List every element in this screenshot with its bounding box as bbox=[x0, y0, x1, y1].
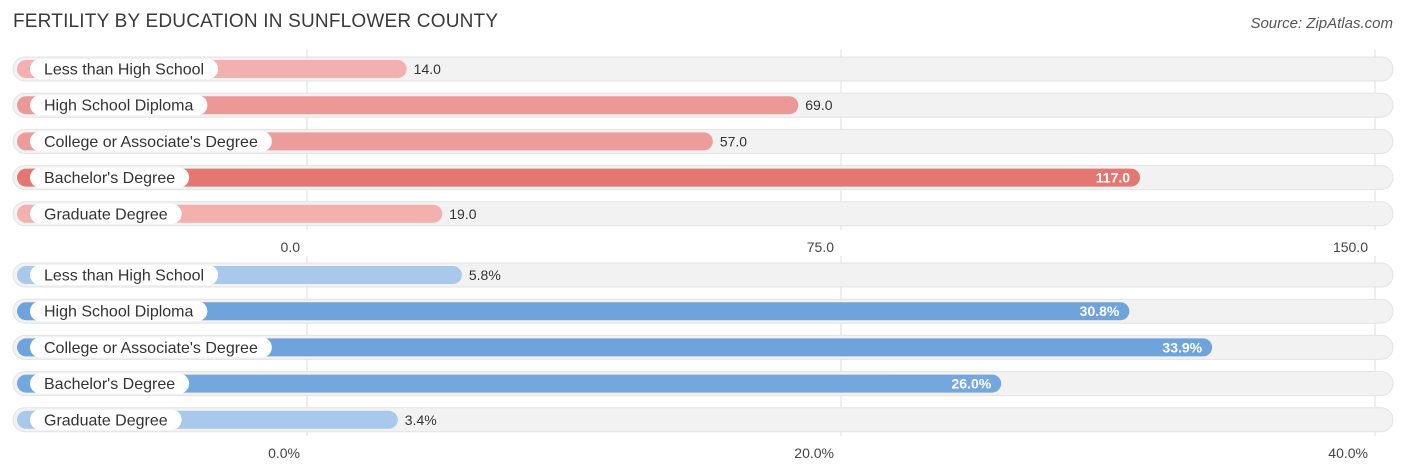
category-label: College or Associate's Degree bbox=[44, 340, 258, 357]
category-label: Less than High School bbox=[44, 268, 204, 285]
tick-label: 150.0 bbox=[1333, 239, 1368, 255]
bar-row-less-than-high-school: Less than High School 5.8% bbox=[12, 262, 1394, 288]
fertility-percent-chart-svg: Less than High School 5.8% High School Dip… bbox=[12, 256, 1394, 461]
bar bbox=[17, 96, 799, 115]
bar bbox=[17, 168, 1141, 187]
category-label: Graduate Degree bbox=[44, 206, 168, 223]
tick-label: 0.0% bbox=[268, 445, 300, 461]
value-label: 3.4% bbox=[405, 412, 437, 428]
category-label-pill bbox=[30, 265, 219, 285]
category-label-pill bbox=[30, 337, 272, 358]
category-label-pill bbox=[30, 131, 272, 152]
category-label: Bachelor's Degree bbox=[44, 376, 175, 393]
value-label: 26.0% bbox=[951, 376, 991, 392]
chart-title: FERTILITY BY EDUCATION IN SUNFLOWER COUN… bbox=[13, 11, 499, 32]
category-label-pill bbox=[30, 59, 219, 79]
value-label: 5.8% bbox=[469, 267, 501, 283]
fertility-percent-chart: Less than High School 5.8% High School Dip… bbox=[0, 256, 1406, 471]
category-label-pill bbox=[30, 409, 182, 430]
bar bbox=[17, 338, 1213, 357]
fertility-count-chart-svg: Less than High School 14.0 High School Dip… bbox=[12, 50, 1394, 255]
bar-row-bachelor-s-degree: Bachelor's Degree 26.0% bbox=[12, 371, 1394, 397]
bar-row-college-or-associate-s-degree: College or Associate's Degree 57.0 bbox=[12, 128, 1394, 154]
category-label-pill bbox=[30, 95, 208, 116]
bar-row-high-school-diploma: High School Diploma 69.0 bbox=[12, 92, 1394, 118]
value-label: 57.0 bbox=[720, 133, 747, 149]
category-label-pill bbox=[30, 373, 190, 394]
bar-row-graduate-degree: Graduate Degree 3.4% bbox=[12, 407, 1394, 433]
category-label: Bachelor's Degree bbox=[44, 170, 175, 187]
category-label: High School Diploma bbox=[44, 304, 194, 321]
category-label-pill bbox=[30, 167, 190, 188]
bar-row-college-or-associate-s-degree: College or Associate's Degree 33.9% bbox=[12, 334, 1394, 360]
tick-label: 40.0% bbox=[1328, 445, 1368, 461]
tick-label: 20.0% bbox=[794, 445, 834, 461]
source-label: Source: ZipAtlas.com bbox=[1250, 15, 1393, 32]
bar-row-high-school-diploma: High School Diploma 30.8% bbox=[12, 298, 1394, 324]
bar-row-less-than-high-school: Less than High School 14.0 bbox=[12, 56, 1394, 82]
category-label: High School Diploma bbox=[44, 98, 194, 115]
category-label-pill bbox=[30, 203, 182, 224]
tick-label: 75.0 bbox=[807, 239, 834, 255]
category-label-pill bbox=[30, 301, 208, 322]
bar-row-bachelor-s-degree: Bachelor's Degree 117.0 bbox=[12, 165, 1394, 191]
value-label: 33.9% bbox=[1162, 339, 1202, 355]
category-label: Graduate Degree bbox=[44, 412, 168, 429]
value-label: 117.0 bbox=[1096, 170, 1130, 186]
bar bbox=[17, 374, 1002, 393]
value-label: 30.8% bbox=[1080, 303, 1120, 319]
bar bbox=[17, 302, 1130, 321]
bar-row-graduate-degree: Graduate Degree 19.0 bbox=[12, 201, 1394, 227]
tick-label: 0.0 bbox=[281, 239, 301, 255]
value-label: 69.0 bbox=[805, 97, 832, 113]
category-label: Less than High School bbox=[44, 62, 204, 79]
value-label: 14.0 bbox=[414, 61, 441, 77]
value-label: 19.0 bbox=[449, 206, 476, 222]
category-label: College or Associate's Degree bbox=[44, 134, 258, 151]
fertility-count-chart: Less than High School 14.0 High School Dip… bbox=[0, 50, 1406, 260]
